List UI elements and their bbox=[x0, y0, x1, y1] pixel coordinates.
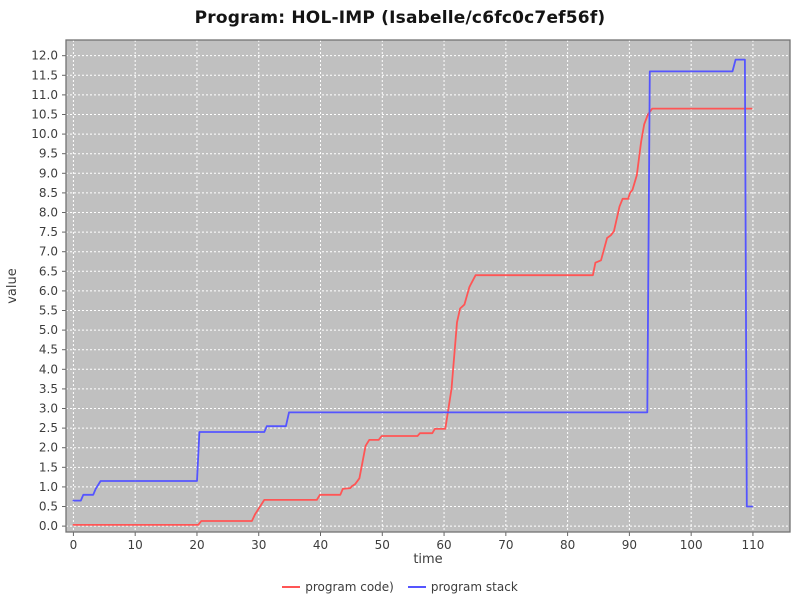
y-tick-label: 5.0 bbox=[39, 323, 58, 337]
plot-area bbox=[66, 40, 790, 532]
chart-title: Program: HOL-IMP (Isabelle/c6fc0c7ef56f) bbox=[194, 8, 606, 28]
x-tick-label: 40 bbox=[313, 538, 328, 552]
y-tick-label: 0.5 bbox=[39, 500, 58, 514]
y-tick-label: 10.0 bbox=[31, 127, 58, 141]
y-tick-label: 1.0 bbox=[39, 480, 58, 494]
y-tick-label: 10.5 bbox=[31, 107, 58, 121]
y-tick-label: 3.0 bbox=[39, 402, 58, 416]
legend-swatch-0 bbox=[282, 586, 301, 588]
y-tick-label: 6.0 bbox=[39, 284, 58, 298]
y-tick-label: 6.5 bbox=[39, 264, 58, 278]
x-tick-label: 110 bbox=[741, 538, 764, 552]
legend-swatch-1 bbox=[407, 586, 426, 588]
x-tick-label: 10 bbox=[128, 538, 143, 552]
y-tick-label: 1.5 bbox=[39, 460, 58, 474]
series-line-0 bbox=[72, 107, 753, 526]
y-tick-label: 12.0 bbox=[31, 49, 58, 63]
x-tick-label: 30 bbox=[251, 538, 266, 552]
x-tick-label: 20 bbox=[189, 538, 204, 552]
x-tick-label: 90 bbox=[622, 538, 637, 552]
y-tick-label: 2.0 bbox=[39, 441, 58, 455]
x-tick-label: 100 bbox=[680, 538, 703, 552]
y-tick-label: 5.5 bbox=[39, 304, 58, 318]
x-tick-label: 60 bbox=[436, 538, 451, 552]
y-tick-label: 3.5 bbox=[39, 382, 58, 396]
legend-item-0: program code) bbox=[282, 580, 394, 594]
y-axis-label: value bbox=[5, 268, 20, 304]
x-tick-label: 50 bbox=[375, 538, 390, 552]
x-tick-label: 80 bbox=[560, 538, 575, 552]
legend-label-0: program code) bbox=[305, 580, 394, 594]
y-tick-label: 8.0 bbox=[39, 205, 58, 219]
y-tick-label: 4.0 bbox=[39, 362, 58, 376]
y-tick-label: 2.5 bbox=[39, 421, 58, 435]
x-axis-label: time bbox=[413, 552, 443, 567]
legend-label-1: program stack bbox=[430, 580, 518, 594]
y-tick-label: 4.5 bbox=[39, 343, 58, 357]
legend: program code) program stack bbox=[0, 580, 800, 594]
y-tick-label: 7.0 bbox=[39, 245, 58, 259]
y-tick-label: 8.5 bbox=[39, 186, 58, 200]
y-tick-label: 9.0 bbox=[39, 166, 58, 180]
y-tick-label: 11.5 bbox=[31, 68, 58, 82]
y-tick-label: 7.5 bbox=[39, 225, 58, 239]
x-tick-label: 70 bbox=[498, 538, 513, 552]
y-tick-label: 11.0 bbox=[31, 88, 58, 102]
y-tick-label: 9.5 bbox=[39, 147, 58, 161]
plot-border bbox=[65, 39, 791, 533]
legend-item-1: program stack bbox=[407, 580, 518, 594]
series-line-1 bbox=[72, 58, 754, 508]
y-tick-label: 0.0 bbox=[39, 519, 58, 533]
x-tick-label: 0 bbox=[70, 538, 78, 552]
